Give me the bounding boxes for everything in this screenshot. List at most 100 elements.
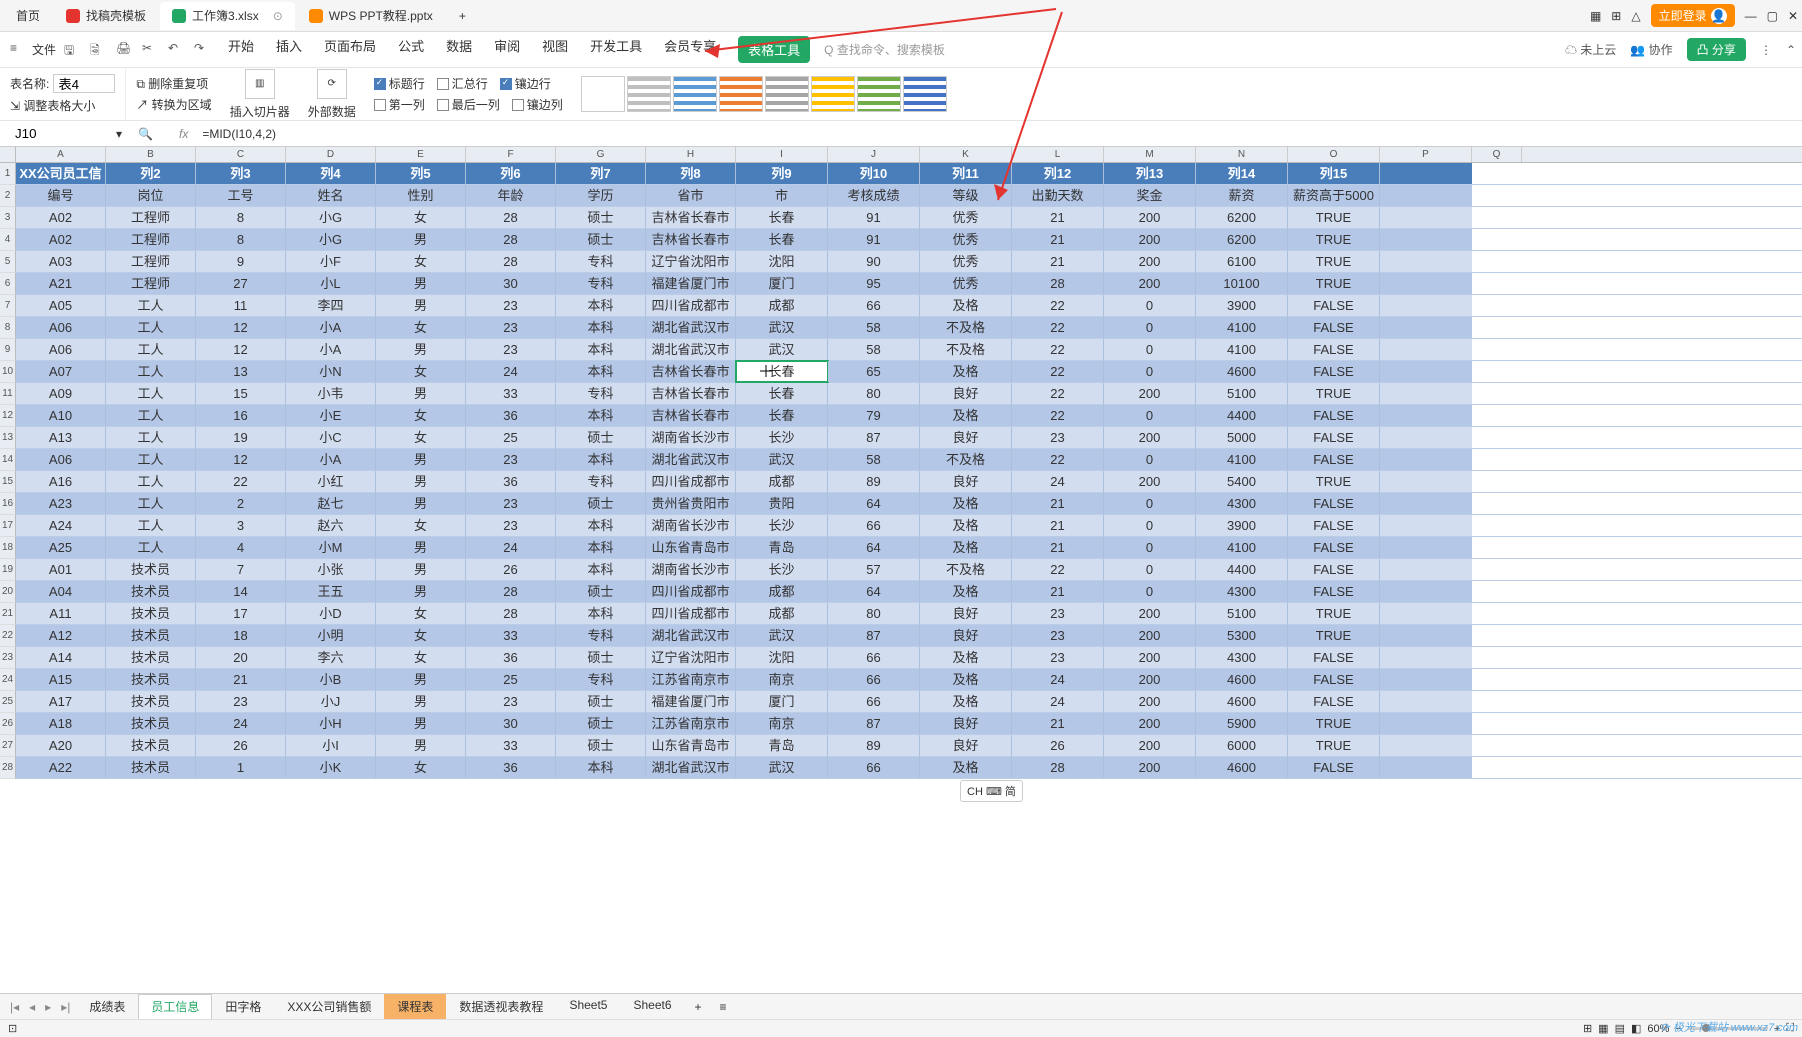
cell[interactable]: 21 (1012, 581, 1104, 602)
table-style-option[interactable] (581, 76, 625, 112)
cell[interactable]: 小M (286, 537, 376, 558)
col-header[interactable]: O (1288, 147, 1380, 162)
cell[interactable]: A18 (16, 713, 106, 734)
cell[interactable]: 89 (828, 735, 920, 756)
cell[interactable]: 专科 (556, 471, 646, 492)
cell[interactable]: FALSE (1288, 559, 1380, 580)
cell[interactable] (1380, 339, 1472, 360)
cell[interactable]: 男 (376, 559, 466, 580)
record-macro-icon[interactable]: ⊡ (8, 1022, 17, 1035)
cell[interactable]: A22 (16, 757, 106, 778)
cell[interactable]: 性别 (376, 185, 466, 206)
menu-member[interactable]: 会员专享 (664, 36, 716, 63)
cell[interactable]: 工人 (106, 471, 196, 492)
cell[interactable]: 编号 (16, 185, 106, 206)
view-pagebreak-icon[interactable]: ▦ (1598, 1022, 1608, 1035)
print-icon[interactable]: 🖨 (116, 41, 134, 59)
cell[interactable] (1380, 691, 1472, 712)
cell[interactable]: 长春 (736, 405, 828, 426)
cell[interactable]: 及格 (920, 405, 1012, 426)
cell[interactable]: 厦门 (736, 273, 828, 294)
cell[interactable]: 58 (828, 449, 920, 470)
cell[interactable]: 66 (828, 515, 920, 536)
cell[interactable]: 市 (736, 185, 828, 206)
slicer-icon[interactable]: ▥ (245, 69, 275, 99)
cell[interactable]: 列6 (466, 163, 556, 184)
table-style-option[interactable] (673, 76, 717, 112)
cell[interactable]: 技术员 (106, 713, 196, 734)
cell[interactable]: 5100 (1196, 383, 1288, 404)
cell[interactable]: A23 (16, 493, 106, 514)
col-header[interactable]: C (196, 147, 286, 162)
cell[interactable]: 22 (1012, 317, 1104, 338)
cell[interactable]: 14 (196, 581, 286, 602)
cell[interactable]: 硕士 (556, 647, 646, 668)
cell[interactable]: 200 (1104, 229, 1196, 250)
cell[interactable]: 本科 (556, 559, 646, 580)
cell[interactable]: 200 (1104, 735, 1196, 756)
cell[interactable]: 硕士 (556, 229, 646, 250)
fx-icon[interactable]: fx (179, 127, 188, 141)
view-page-icon[interactable]: ▤ (1615, 1022, 1625, 1035)
cell[interactable]: A17 (16, 691, 106, 712)
cell[interactable]: 2 (196, 493, 286, 514)
cell[interactable]: 不及格 (920, 317, 1012, 338)
cell[interactable]: 4600 (1196, 361, 1288, 382)
cell[interactable]: FALSE (1288, 449, 1380, 470)
cell[interactable]: 良好 (920, 471, 1012, 492)
cell[interactable]: 4100 (1196, 537, 1288, 558)
cell[interactable] (1380, 251, 1472, 272)
cell[interactable]: FALSE (1288, 515, 1380, 536)
cell[interactable]: 辽宁省沈阳市 (646, 647, 736, 668)
cell[interactable]: 本科 (556, 295, 646, 316)
cell[interactable]: 长沙 (736, 515, 828, 536)
cell[interactable]: 四川省成都市 (646, 471, 736, 492)
cell[interactable] (1380, 625, 1472, 646)
cell[interactable]: 工人 (106, 383, 196, 404)
cell[interactable]: 36 (466, 647, 556, 668)
cell[interactable]: 79 (828, 405, 920, 426)
cell[interactable]: 四川省成都市 (646, 603, 736, 624)
cell[interactable]: 21 (196, 669, 286, 690)
cell[interactable]: 考核成绩 (828, 185, 920, 206)
cell[interactable]: 薪资高于5000 (1288, 185, 1380, 206)
cell[interactable]: 22 (1012, 361, 1104, 382)
cell[interactable]: 小E (286, 405, 376, 426)
cell[interactable]: 湖北省武汉市 (646, 449, 736, 470)
cell[interactable] (1380, 757, 1472, 778)
cell[interactable]: 本科 (556, 449, 646, 470)
cell[interactable]: 技术员 (106, 735, 196, 756)
sheet-tab[interactable]: 数据透视表教程 (446, 994, 556, 1019)
cell[interactable]: 23 (466, 295, 556, 316)
cell[interactable]: 及格 (920, 581, 1012, 602)
cell[interactable]: 200 (1104, 383, 1196, 404)
col-header[interactable]: E (376, 147, 466, 162)
formula-input[interactable]: =MID(I10,4,2) (198, 125, 1796, 143)
cell[interactable]: 5000 (1196, 427, 1288, 448)
cell[interactable]: 24 (1012, 669, 1104, 690)
cell[interactable]: 武汉 (736, 339, 828, 360)
cell[interactable]: 硕士 (556, 691, 646, 712)
cell[interactable] (1380, 713, 1472, 734)
more-icon[interactable]: ⋮ (1760, 43, 1772, 57)
cell[interactable]: 及格 (920, 691, 1012, 712)
table-name-input[interactable] (53, 74, 115, 93)
cell[interactable]: 0 (1104, 361, 1196, 382)
table-style-option[interactable] (719, 76, 763, 112)
cell[interactable]: 长沙 (736, 427, 828, 448)
cell[interactable]: 6000 (1196, 735, 1288, 756)
cell[interactable]: 33 (466, 735, 556, 756)
cell[interactable]: 200 (1104, 691, 1196, 712)
cell[interactable]: 男 (376, 669, 466, 690)
grid-icon[interactable]: ▦ (1590, 9, 1601, 23)
cell[interactable]: 21 (1012, 713, 1104, 734)
cell[interactable] (1380, 361, 1472, 382)
cell[interactable]: 小B (286, 669, 376, 690)
cell[interactable]: 工人 (106, 427, 196, 448)
sheet-tab[interactable]: 课程表 (384, 994, 446, 1019)
maximize-icon[interactable]: ▢ (1767, 9, 1778, 23)
cell[interactable]: 工人 (106, 537, 196, 558)
cell[interactable]: A09 (16, 383, 106, 404)
cell[interactable]: 技术员 (106, 625, 196, 646)
col-header[interactable]: A (16, 147, 106, 162)
